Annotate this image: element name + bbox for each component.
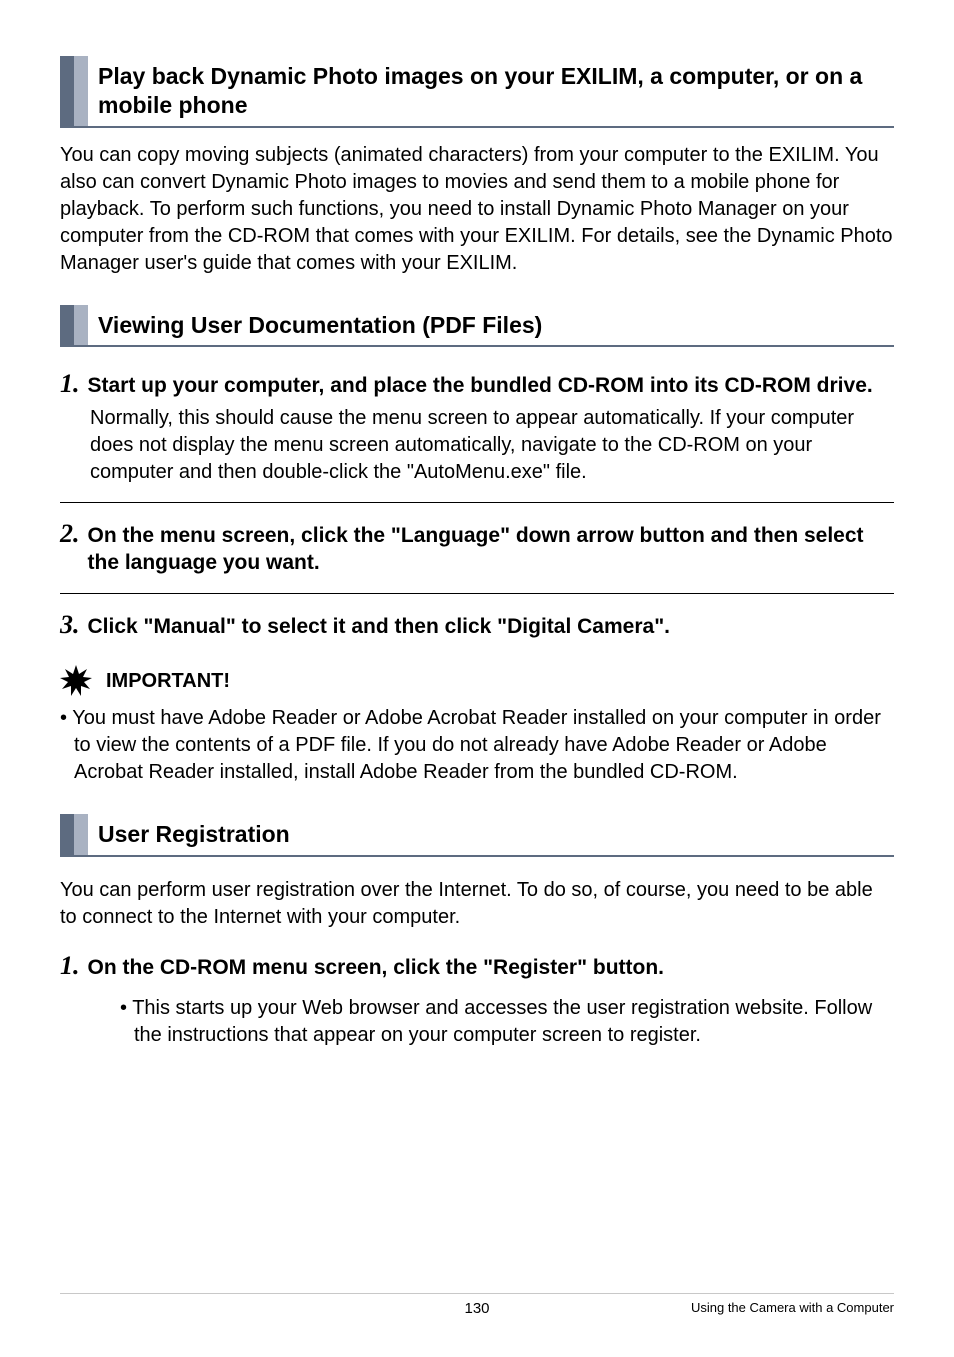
heading-blocks	[60, 814, 88, 855]
section-title: Viewing User Documentation (PDF Files)	[88, 305, 542, 346]
important-callout: IMPORTANT!	[60, 665, 894, 697]
step-1-register: 1. On the CD-ROM menu screen, click the …	[60, 949, 894, 983]
section-body: You can copy moving subjects (animated c…	[60, 142, 894, 277]
step-title: On the CD-ROM menu screen, click the "Re…	[88, 954, 665, 981]
step-title: Click "Manual" to select it and then cli…	[88, 613, 670, 640]
section-body: You can perform user registration over t…	[60, 877, 894, 931]
heading-block-dark	[60, 56, 74, 126]
step-head: 1. Start up your computer, and place the…	[60, 367, 894, 401]
step-number: 1.	[60, 367, 80, 401]
step-title: Start up your computer, and place the bu…	[88, 372, 873, 399]
heading-block-light	[74, 305, 88, 346]
section-title: Play back Dynamic Photo images on your E…	[88, 56, 894, 126]
step-number: 3.	[60, 608, 80, 642]
section-heading-registration: User Registration	[60, 814, 894, 857]
footer-right-text: Using the Camera with a Computer	[691, 1300, 894, 1315]
important-body: • You must have Adobe Reader or Adobe Ac…	[60, 705, 894, 786]
step-1: 1. Start up your computer, and place the…	[60, 367, 894, 486]
step-head: 2. On the menu screen, click the "Langua…	[60, 517, 894, 577]
step-number: 1.	[60, 949, 80, 983]
step-head: 1. On the CD-ROM menu screen, click the …	[60, 949, 894, 983]
page-footer: 130 Using the Camera with a Computer	[60, 1293, 894, 1317]
step-title: On the menu screen, click the "Language"…	[88, 522, 895, 577]
divider	[60, 502, 894, 503]
heading-block-dark	[60, 305, 74, 346]
section-heading-dynamic-photo: Play back Dynamic Photo images on your E…	[60, 56, 894, 128]
heading-blocks	[60, 305, 88, 346]
step-head: 3. Click "Manual" to select it and then …	[60, 608, 894, 642]
page-number: 130	[464, 1300, 489, 1317]
heading-block-light	[74, 56, 88, 126]
section-title: User Registration	[88, 814, 290, 855]
heading-block-light	[74, 814, 88, 855]
page-content: Play back Dynamic Photo images on your E…	[0, 0, 954, 1049]
heading-blocks	[60, 56, 88, 126]
section-heading-pdf: Viewing User Documentation (PDF Files)	[60, 305, 894, 348]
step-3: 3. Click "Manual" to select it and then …	[60, 608, 894, 642]
step-sub-bullet: • This starts up your Web browser and ac…	[120, 995, 894, 1049]
step-body: Normally, this should cause the menu scr…	[90, 405, 894, 486]
important-label: IMPORTANT!	[106, 670, 230, 693]
starburst-icon	[60, 665, 92, 697]
step-2: 2. On the menu screen, click the "Langua…	[60, 517, 894, 577]
heading-block-dark	[60, 814, 74, 855]
step-number: 2.	[60, 517, 80, 551]
divider	[60, 593, 894, 594]
